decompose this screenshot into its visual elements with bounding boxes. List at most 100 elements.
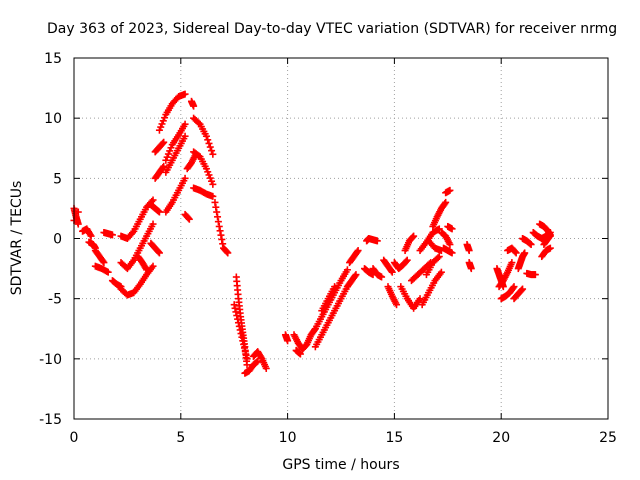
data-point (546, 231, 554, 239)
y-tick-label: -15 (39, 412, 62, 428)
data-point (352, 271, 360, 279)
data-point (518, 286, 526, 294)
data-point (311, 326, 319, 334)
data-point (206, 143, 214, 151)
data-point (231, 304, 239, 312)
data-point (351, 272, 359, 280)
data-point (211, 198, 219, 206)
data-point (108, 231, 116, 239)
data-point (467, 265, 475, 273)
data-point (510, 283, 518, 291)
x-tick-label: 20 (492, 430, 510, 446)
data-point (215, 222, 223, 230)
data-point (446, 241, 454, 249)
data-point (204, 136, 212, 144)
axes: 0 5 10 15 20 25 -15 -10 -5 0 5 10 15 (39, 51, 617, 446)
data-points (70, 90, 554, 377)
data-point (243, 355, 251, 363)
data-point (284, 337, 292, 345)
y-axis-title: SDTVAR / TECUs (9, 181, 25, 296)
data-point (155, 249, 163, 257)
data-point (216, 227, 224, 235)
data-point (441, 200, 449, 208)
data-point (239, 337, 247, 345)
data-point (262, 364, 270, 372)
data-point (446, 186, 454, 194)
data-point (74, 208, 82, 216)
data-point (388, 268, 396, 276)
data-point (235, 322, 243, 330)
y-tick-label: -10 (39, 352, 62, 368)
data-point (435, 225, 443, 233)
data-point (237, 330, 245, 338)
data-point (233, 312, 241, 320)
data-point (87, 232, 95, 240)
x-tick-label: 15 (385, 430, 403, 446)
data-point (296, 350, 304, 358)
data-point (354, 247, 362, 255)
data-point (240, 344, 248, 352)
data-point (512, 249, 520, 257)
data-point (353, 248, 361, 256)
data-point (214, 218, 222, 226)
data-point (212, 203, 220, 211)
x-tick-label: 10 (279, 430, 297, 446)
data-point (531, 271, 539, 279)
chart-title: Day 363 of 2023, Sidereal Day-to-day VTE… (47, 21, 617, 37)
data-point (181, 90, 189, 98)
data-point (155, 208, 163, 216)
data-point (232, 308, 240, 316)
data-point (243, 361, 251, 369)
data-point (448, 225, 456, 233)
data-point (442, 198, 450, 206)
data-point (546, 244, 554, 252)
data-point (209, 180, 217, 188)
data-point (224, 249, 232, 257)
data-point (202, 132, 210, 140)
data-point (160, 162, 168, 170)
plot-frame (73, 57, 609, 420)
data-point (104, 268, 112, 276)
data-point (74, 220, 82, 228)
data-point (241, 348, 249, 356)
data-point (234, 319, 242, 327)
data-point (181, 120, 189, 128)
data-point (416, 295, 424, 303)
data-point (409, 233, 417, 241)
data-point (437, 268, 445, 276)
data-point (155, 248, 163, 256)
data-point (129, 229, 137, 237)
data-point (181, 174, 189, 182)
data-point (159, 139, 167, 147)
data-point (214, 213, 222, 221)
data-point (465, 247, 473, 255)
grid-lines (74, 58, 608, 419)
data-point (393, 301, 401, 309)
data-point (238, 333, 246, 341)
data-point (236, 326, 244, 334)
data-point (181, 132, 189, 140)
data-point (160, 138, 168, 146)
data-point (217, 231, 225, 239)
data-point (190, 102, 198, 110)
data-point (242, 351, 250, 359)
y-tick-label: 15 (44, 51, 62, 67)
data-point (219, 240, 227, 248)
data-point (99, 257, 107, 265)
data-point (184, 214, 192, 222)
data-point (410, 232, 418, 240)
data-point (434, 254, 442, 262)
data-point (209, 192, 217, 200)
data-point (509, 284, 517, 292)
y-tick-label: 5 (53, 171, 62, 187)
data-point (209, 150, 217, 158)
data-point (403, 256, 411, 264)
data-point (343, 266, 351, 274)
data-point (149, 196, 157, 204)
data-point (149, 220, 157, 228)
data-point (435, 253, 443, 261)
y-tick-label: 10 (44, 111, 62, 127)
data-point (208, 147, 216, 155)
x-tick-label: 0 (70, 430, 79, 446)
